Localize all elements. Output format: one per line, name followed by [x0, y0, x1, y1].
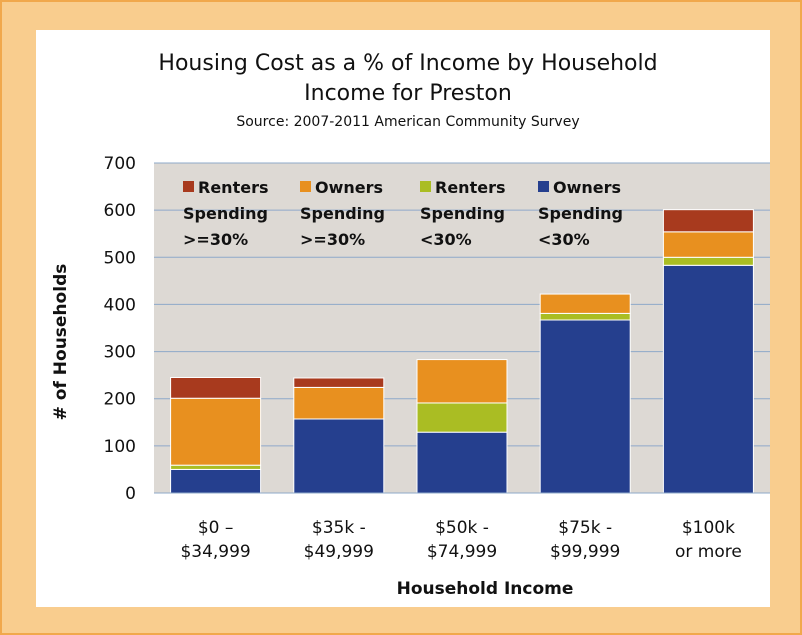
legend-swatch: [300, 181, 311, 192]
legend-label: Spending: [538, 204, 623, 223]
chart-panel: 0 100 200 300 400 500 600 700 $0 – $34,999 $35k -…: [36, 30, 770, 607]
x-category-label: $75k -: [558, 518, 612, 538]
bar-segment: [662, 231, 754, 258]
legend-label: Spending: [183, 204, 268, 223]
legend-label: Renters: [198, 178, 268, 197]
bar-segment: [539, 293, 631, 314]
x-category-label: $0 –: [198, 518, 234, 538]
x-category-label: $100k: [682, 518, 735, 538]
bar-segment: [539, 312, 631, 321]
y-tick-label: 500: [104, 248, 136, 268]
legend-swatch: [420, 181, 431, 192]
legend-label: <30%: [420, 230, 472, 249]
y-tick-label: 600: [104, 201, 136, 221]
y-tick-label: 400: [104, 295, 136, 315]
y-tick-label: 300: [104, 343, 136, 363]
bar-segment: [416, 431, 508, 494]
x-category-label: $35k -: [312, 518, 366, 538]
x-axis-title: Household Income: [397, 579, 574, 599]
bar-segment: [170, 468, 262, 494]
bar-segment: [416, 359, 508, 404]
bar-segment: [662, 256, 754, 266]
bar-segment: [293, 377, 385, 388]
x-category-label: $74,999: [427, 542, 497, 562]
legend-label: >=30%: [183, 230, 248, 249]
bar-segment: [539, 319, 631, 494]
bar-segment: [662, 264, 754, 494]
legend-label: >=30%: [300, 230, 365, 249]
bar-segment: [416, 402, 508, 433]
legend-label: <30%: [538, 230, 590, 249]
x-category-label: or more: [675, 542, 742, 562]
y-axis-title: # of Households: [51, 264, 71, 421]
legend-label: Owners: [315, 178, 383, 197]
legend-label: Renters: [435, 178, 505, 197]
x-category-label: $34,999: [180, 542, 250, 562]
x-category-label: $99,999: [550, 542, 620, 562]
y-tick-label: 100: [104, 437, 136, 457]
y-tick-label: 700: [104, 154, 136, 174]
legend-label: Owners: [553, 178, 621, 197]
legend-label: Spending: [300, 204, 385, 223]
legend-swatch: [538, 181, 549, 192]
bar-segment: [170, 377, 262, 399]
bar-segment: [293, 386, 385, 420]
bar-segment: [293, 418, 385, 494]
chart-title-line-1: Housing Cost as a % of Income by Househo…: [158, 51, 657, 76]
y-tick-label: 0: [125, 484, 136, 504]
legend-label: Spending: [420, 204, 505, 223]
chart-title-line-2: Income for Preston: [304, 81, 512, 106]
bar-segment: [662, 209, 754, 233]
x-category-label: $50k -: [435, 518, 489, 538]
bar-segment: [170, 397, 262, 466]
legend-swatch: [183, 181, 194, 192]
bar-segment: [170, 464, 262, 470]
y-tick-label: 200: [104, 390, 136, 410]
x-category-label: $49,999: [304, 542, 374, 562]
stacked-bar-chart: 0 100 200 300 400 500 600 700 $0 – $34,999 $35k -…: [51, 51, 770, 599]
chart-subtitle: Source: 2007-2011 American Community Sur…: [236, 114, 579, 130]
